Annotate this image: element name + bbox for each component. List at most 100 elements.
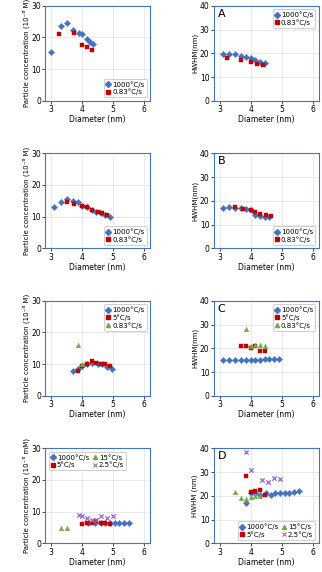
Point bbox=[220, 356, 225, 365]
Point bbox=[77, 28, 82, 37]
Point bbox=[265, 477, 270, 486]
Point bbox=[291, 488, 297, 497]
Point bbox=[84, 42, 90, 51]
Point bbox=[253, 210, 258, 220]
Point bbox=[257, 490, 262, 499]
Point bbox=[58, 22, 63, 31]
Point bbox=[248, 57, 253, 66]
Point bbox=[243, 471, 249, 480]
Point bbox=[72, 200, 77, 209]
Point bbox=[253, 207, 258, 216]
Point bbox=[253, 356, 258, 365]
Point bbox=[248, 206, 253, 215]
Point bbox=[126, 518, 131, 527]
Point bbox=[71, 25, 76, 34]
Point bbox=[268, 490, 273, 499]
Point bbox=[268, 212, 273, 221]
Point bbox=[267, 213, 272, 222]
X-axis label: Diameter (nm): Diameter (nm) bbox=[70, 116, 126, 125]
Point bbox=[80, 520, 85, 529]
Point bbox=[262, 490, 267, 499]
Point bbox=[89, 356, 94, 366]
Point bbox=[75, 366, 80, 375]
Point bbox=[80, 361, 85, 370]
Point bbox=[94, 515, 99, 524]
Point bbox=[276, 355, 281, 364]
Point bbox=[103, 210, 108, 220]
Point bbox=[100, 360, 105, 369]
Point bbox=[296, 486, 301, 495]
Point bbox=[108, 520, 113, 529]
Point bbox=[89, 518, 94, 527]
Point bbox=[240, 205, 245, 214]
Point bbox=[262, 355, 267, 364]
Point bbox=[71, 366, 76, 375]
Point bbox=[273, 489, 278, 498]
Legend: 1000°C/s, 5°C/s, 15°C/s, 2.5°C/s: 1000°C/s, 5°C/s, 15°C/s, 2.5°C/s bbox=[238, 521, 315, 540]
Point bbox=[84, 202, 90, 212]
Point bbox=[253, 486, 258, 495]
Point bbox=[248, 344, 253, 353]
Point bbox=[226, 356, 232, 365]
Point bbox=[243, 447, 249, 456]
Point bbox=[84, 360, 90, 369]
Point bbox=[248, 356, 253, 365]
Point bbox=[84, 360, 90, 369]
Point bbox=[94, 517, 99, 526]
Point bbox=[232, 202, 238, 211]
Point bbox=[253, 340, 258, 349]
Point bbox=[257, 356, 262, 365]
Point bbox=[64, 523, 69, 532]
Point bbox=[90, 39, 96, 49]
Point bbox=[239, 51, 244, 60]
Point bbox=[248, 54, 253, 63]
Point bbox=[89, 358, 94, 367]
Point bbox=[103, 518, 108, 527]
Point bbox=[108, 361, 113, 370]
Point bbox=[257, 212, 262, 221]
Point bbox=[239, 56, 244, 65]
Y-axis label: HWHM(nm): HWHM(nm) bbox=[192, 328, 198, 368]
Point bbox=[220, 204, 225, 213]
Point bbox=[248, 488, 253, 497]
Point bbox=[260, 61, 266, 70]
Point bbox=[262, 346, 267, 355]
Point bbox=[109, 364, 114, 374]
Point bbox=[94, 358, 99, 367]
Point bbox=[80, 360, 85, 369]
Point bbox=[117, 518, 122, 527]
Legend: 1000°C/s, 0.83°C/s: 1000°C/s, 0.83°C/s bbox=[273, 9, 315, 28]
Point bbox=[89, 206, 94, 215]
Y-axis label: Particle concentration (10⁻⁶ M): Particle concentration (10⁻⁶ M) bbox=[22, 294, 30, 403]
Point bbox=[262, 58, 267, 67]
Legend: 1000°C/s, 5°C/s, 15°C/s, 2.5°C/s: 1000°C/s, 5°C/s, 15°C/s, 2.5°C/s bbox=[49, 452, 126, 470]
Point bbox=[64, 19, 69, 28]
Point bbox=[232, 488, 238, 497]
Y-axis label: Particle concentration (10⁻⁶ M): Particle concentration (10⁻⁶ M) bbox=[22, 0, 30, 108]
Point bbox=[92, 518, 97, 527]
Point bbox=[84, 514, 90, 523]
Point bbox=[232, 50, 238, 59]
Point bbox=[84, 34, 90, 43]
Point bbox=[262, 213, 267, 222]
Point bbox=[72, 28, 77, 37]
Point bbox=[243, 52, 249, 61]
Point bbox=[112, 518, 117, 527]
Point bbox=[257, 346, 262, 355]
Point bbox=[64, 194, 69, 204]
Point bbox=[98, 518, 103, 527]
Point bbox=[262, 341, 267, 351]
Point bbox=[243, 495, 249, 504]
Point bbox=[253, 489, 258, 498]
Point bbox=[86, 518, 91, 527]
X-axis label: Diameter (nm): Diameter (nm) bbox=[70, 263, 126, 272]
Point bbox=[94, 207, 99, 216]
Point bbox=[243, 325, 249, 334]
Point bbox=[278, 475, 283, 484]
Point bbox=[98, 512, 103, 521]
Point bbox=[264, 210, 269, 220]
Text: B: B bbox=[218, 156, 225, 166]
X-axis label: Diameter (nm): Diameter (nm) bbox=[238, 116, 294, 125]
X-axis label: Diameter (nm): Diameter (nm) bbox=[238, 263, 294, 272]
Point bbox=[95, 360, 100, 369]
